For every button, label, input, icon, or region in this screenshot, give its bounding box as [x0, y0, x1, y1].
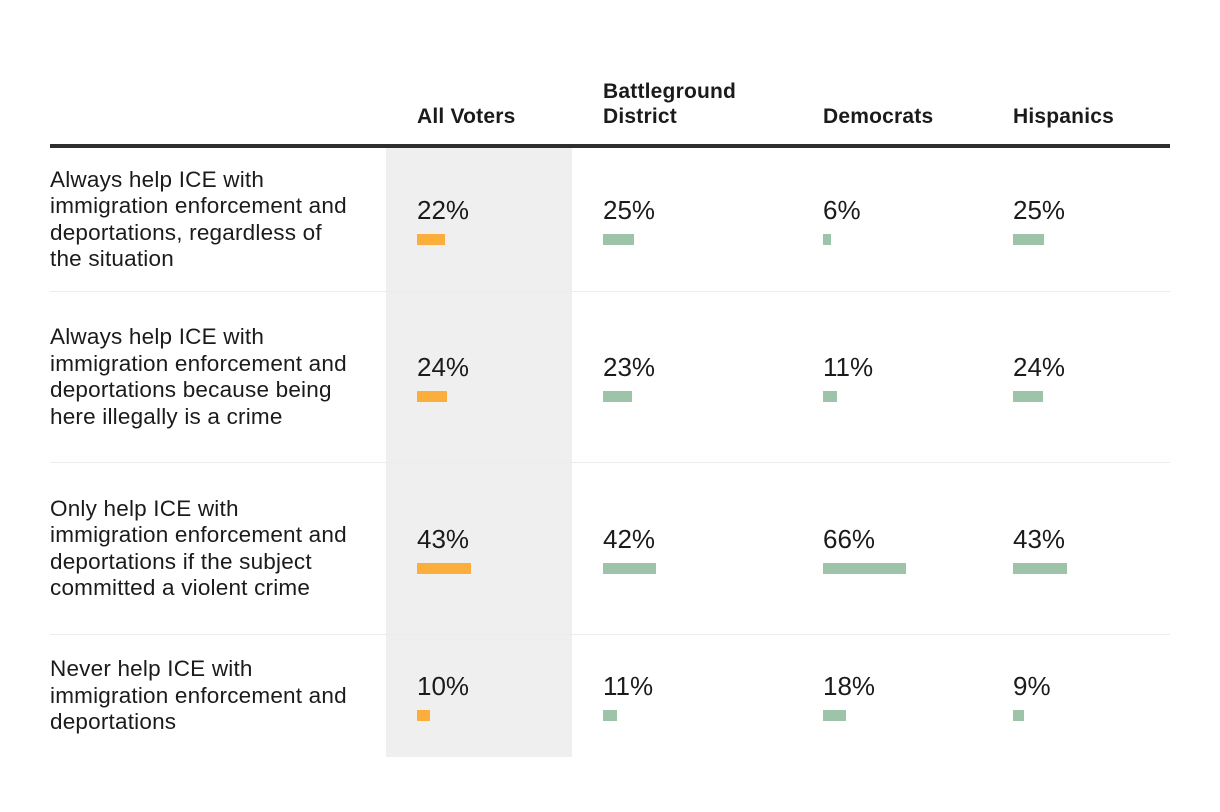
value-label: 42% — [603, 523, 656, 554]
value-label: 22% — [417, 194, 470, 225]
column-header-hispanics: Hispanics — [1013, 105, 1115, 128]
row-label-cell: Only help ICE with immigration enforceme… — [50, 463, 386, 634]
table-row: Only help ICE with immigration enforceme… — [50, 462, 1170, 634]
bar-all-voters — [417, 562, 471, 574]
value-cell-all-voters: 22% — [386, 148, 572, 291]
value-cell-hispanics: 25% — [982, 148, 1170, 291]
bar-all-voters — [417, 391, 447, 402]
value-cell-democrats: 6% — [792, 148, 982, 291]
row-label: Only help ICE with immigration enforceme… — [50, 495, 347, 601]
value-cell-hispanics: 24% — [982, 292, 1170, 462]
row-label-cell: Never help ICE with immigration enforcem… — [50, 635, 386, 757]
bar-battleground — [603, 562, 656, 574]
bar-battleground — [603, 391, 632, 402]
value-cell-hispanics: 9% — [982, 635, 1170, 757]
value-label: 18% — [823, 671, 876, 701]
value-cell-hispanics: 43% — [982, 463, 1170, 634]
bar-hispanics — [1013, 233, 1045, 245]
value-label: 9% — [1013, 671, 1051, 701]
survey-table: All Voters Battleground District Democra… — [50, 0, 1170, 757]
column-header-battleground-district: Battleground District — [603, 80, 737, 128]
table-row: Never help ICE with immigration enforcem… — [50, 634, 1170, 757]
bar-all-voters — [417, 233, 445, 245]
row-label-cell: Always help ICE with immigration enforce… — [50, 292, 386, 462]
bar-all-voters — [417, 710, 430, 721]
value-label: 66% — [823, 523, 876, 554]
value-label: 11% — [823, 352, 874, 382]
value-label: 24% — [1013, 352, 1066, 382]
value-cell-all-voters: 43% — [386, 463, 572, 634]
row-label-cell: Always help ICE with immigration enforce… — [50, 148, 386, 291]
value-cell-battleground: 25% — [572, 148, 792, 291]
row-label: Always help ICE with immigration enforce… — [50, 324, 347, 429]
bar-battleground — [603, 710, 617, 721]
row-label: Always help ICE with immigration enforce… — [50, 166, 347, 272]
row-label: Never help ICE with immigration enforcem… — [50, 656, 347, 735]
value-label: 43% — [1013, 523, 1066, 554]
value-label: 43% — [417, 523, 470, 554]
value-cell-democrats: 11% — [792, 292, 982, 462]
value-label: 24% — [417, 352, 470, 382]
value-cell-battleground: 23% — [572, 292, 792, 462]
bar-battleground — [603, 233, 635, 245]
value-cell-democrats: 18% — [792, 635, 982, 757]
value-cell-all-voters: 10% — [386, 635, 572, 757]
value-cell-battleground: 42% — [572, 463, 792, 634]
bar-democrats — [823, 710, 846, 721]
table-row: Always help ICE with immigration enforce… — [50, 148, 1170, 291]
value-label: 25% — [1013, 194, 1066, 225]
table-header-row: All Voters Battleground District Democra… — [50, 0, 1170, 148]
value-label: 10% — [417, 671, 470, 701]
table-row: Always help ICE with immigration enforce… — [50, 291, 1170, 462]
value-label: 23% — [603, 352, 656, 382]
value-cell-battleground: 11% — [572, 635, 792, 757]
bar-hispanics — [1013, 562, 1067, 574]
value-label: 11% — [603, 671, 654, 701]
bar-democrats — [823, 233, 831, 245]
bar-democrats — [823, 391, 837, 402]
value-label: 25% — [603, 194, 656, 225]
value-label: 6% — [823, 194, 861, 225]
column-header-all-voters: All Voters — [417, 105, 516, 128]
bar-hispanics — [1013, 391, 1043, 402]
bar-hispanics — [1013, 710, 1025, 721]
value-cell-all-voters: 24% — [386, 292, 572, 462]
value-cell-democrats: 66% — [792, 463, 982, 634]
column-header-democrats: Democrats — [823, 105, 934, 128]
bar-democrats — [823, 562, 906, 574]
